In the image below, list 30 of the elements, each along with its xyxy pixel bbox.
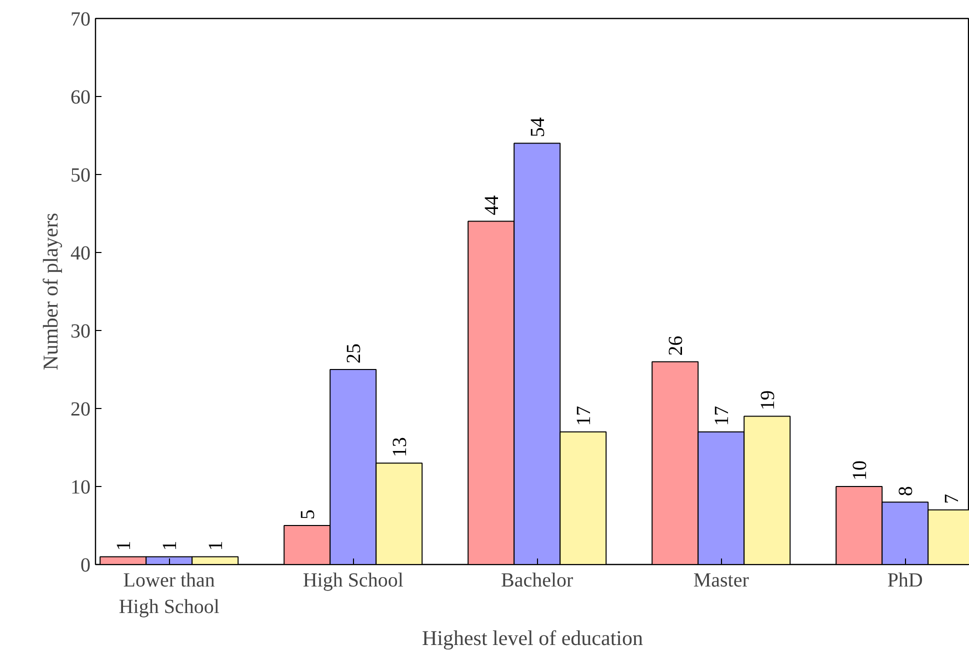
x-tick-label: High School: [302, 570, 404, 592]
y-tick-label: 20: [70, 398, 90, 420]
x-tick-label: Lower than High School: [118, 570, 220, 618]
data-label: 19: [757, 390, 780, 410]
data-label: 13: [389, 437, 412, 458]
data-label: 44: [481, 195, 504, 216]
y-tick-label: 50: [70, 164, 90, 186]
data-label: 1: [205, 540, 228, 551]
data-label: 26: [665, 336, 688, 356]
data-label: 1: [159, 540, 182, 551]
data-label: 17: [573, 406, 596, 426]
x-tick-label: PhD: [887, 570, 923, 592]
y-tick-label: 0: [80, 554, 90, 576]
data-label: 17: [711, 406, 734, 426]
y-tick-label: 60: [70, 86, 90, 108]
data-label: 1: [113, 540, 136, 551]
data-label: 54: [527, 117, 550, 138]
data-label: 8: [895, 486, 918, 496]
y-axis-title: Number of players: [38, 212, 62, 370]
data-label: 10: [849, 460, 872, 480]
y-tick-label: 10: [70, 476, 90, 498]
y-tick-label: 70: [70, 8, 90, 30]
data-label: 7: [941, 494, 964, 504]
x-tick-label: Master: [693, 570, 750, 592]
data-label: 25: [343, 344, 366, 364]
y-tick-label: 40: [70, 242, 90, 264]
x-axis-title: Highest level of education: [422, 626, 644, 650]
data-label: 5: [297, 510, 320, 520]
y-tick-label: 30: [70, 320, 90, 342]
x-tick-label: Bachelor: [501, 570, 574, 592]
